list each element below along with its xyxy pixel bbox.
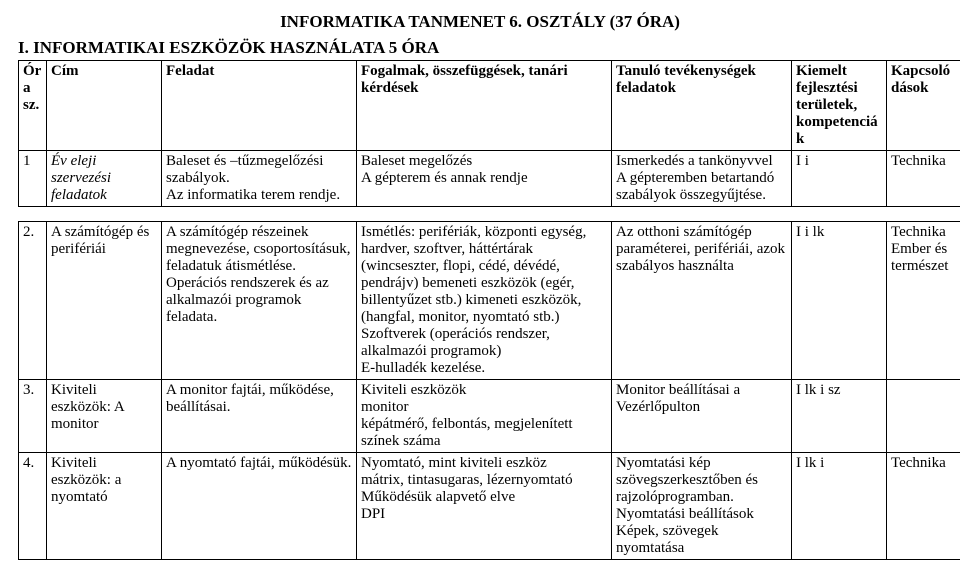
cell-tanulo: Ismerkedés a tankönyvvelA gépteremben be… — [612, 151, 792, 207]
cell-kiemelt: I lk i sz — [792, 380, 887, 453]
cell-kapcs: Technika Ember és természet — [887, 222, 960, 380]
col-header-kapcs: Kapcsoló dások — [887, 61, 960, 151]
table-header-row: Ór a sz. Cím Feladat Fogalmak, összefügg… — [19, 61, 960, 151]
cell-fogalmak: Ismétlés: perifériák, központi egység, h… — [357, 222, 612, 380]
cell-kapcs — [887, 380, 960, 453]
cell-fogalmak: Baleset megelőzésA gépterem és annak ren… — [357, 151, 612, 207]
cell-cim: A számítógép és perifériái — [47, 222, 162, 380]
cell-feladat: A nyomtató fajtái, működésük. — [162, 453, 357, 560]
table-row: 1Év eleji szervezési feladatokBaleset és… — [19, 151, 960, 207]
cell-kiemelt: I i — [792, 151, 887, 207]
table-row: 3.Kiviteli eszközök: A monitorA monitor … — [19, 380, 960, 453]
col-header-feladat: Feladat — [162, 61, 357, 151]
cell-kiemelt: I i lk — [792, 222, 887, 380]
col-header-fogalmak: Fogalmak, összefüggések, tanári kérdések — [357, 61, 612, 151]
cell-kiemelt: I lk i — [792, 453, 887, 560]
cell-num: 4. — [19, 453, 47, 560]
cell-cim: Kiviteli eszközök: a nyomtató — [47, 453, 162, 560]
table-body: 1Év eleji szervezési feladatokBaleset és… — [19, 151, 960, 560]
cell-tanulo: Monitor beállításai a Vezérlőpulton — [612, 380, 792, 453]
cell-fogalmak: Nyomtató, mint kiviteli eszközmátrix, ti… — [357, 453, 612, 560]
table-row: 2.A számítógép és perifériáiA számítógép… — [19, 222, 960, 380]
cell-kapcs: Technika — [887, 453, 960, 560]
section-heading: I. INFORMATIKAI ESZKÖZÖK HASZNÁLATA 5 ÓR… — [18, 38, 942, 58]
cell-tanulo: Az otthoni számítógép paraméterei, perif… — [612, 222, 792, 380]
cell-fogalmak: Kiviteli eszközökmonitorképátmérő, felbo… — [357, 380, 612, 453]
cell-kapcs: Technika — [887, 151, 960, 207]
document-title: INFORMATIKA TANMENET 6. OSZTÁLY (37 ÓRA) — [18, 12, 942, 32]
table-row: 4.Kiviteli eszközök: a nyomtatóA nyomtat… — [19, 453, 960, 560]
col-header-num: Ór a sz. — [19, 61, 47, 151]
cell-feladat: A számítógép részeinek megnevezése, csop… — [162, 222, 357, 380]
table-spacer-row — [19, 207, 960, 222]
cell-cim: Év eleji szervezési feladatok — [47, 151, 162, 207]
cell-tanulo: Nyomtatási kép szövegszerkesztőben és ra… — [612, 453, 792, 560]
cell-num: 2. — [19, 222, 47, 380]
col-header-kiemelt: Kiemelt fejlesztési területek, kompetenc… — [792, 61, 887, 151]
cell-num: 1 — [19, 151, 47, 207]
curriculum-table: Ór a sz. Cím Feladat Fogalmak, összefügg… — [18, 60, 960, 560]
cell-num: 3. — [19, 380, 47, 453]
col-header-cim: Cím — [47, 61, 162, 151]
col-header-tanulo: Tanuló tevékenységek feladatok — [612, 61, 792, 151]
cell-cim: Kiviteli eszközök: A monitor — [47, 380, 162, 453]
cell-feladat: Baleset és –tűzmegelőzési szabályok.Az i… — [162, 151, 357, 207]
cell-feladat: A monitor fajtái, működése, beállításai. — [162, 380, 357, 453]
